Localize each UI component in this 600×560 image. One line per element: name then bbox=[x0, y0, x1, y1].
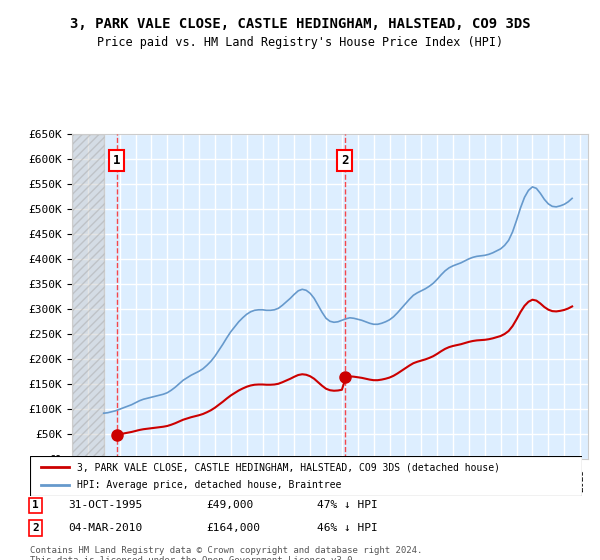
Text: Price paid vs. HM Land Registry's House Price Index (HPI): Price paid vs. HM Land Registry's House … bbox=[97, 36, 503, 49]
Bar bbox=[72, 134, 104, 459]
Text: 3, PARK VALE CLOSE, CASTLE HEDINGHAM, HALSTEAD, CO9 3DS: 3, PARK VALE CLOSE, CASTLE HEDINGHAM, HA… bbox=[70, 17, 530, 31]
FancyBboxPatch shape bbox=[30, 456, 582, 496]
Text: 2: 2 bbox=[341, 154, 349, 167]
Text: 2: 2 bbox=[32, 523, 39, 533]
Text: 1: 1 bbox=[113, 154, 121, 167]
Text: 46% ↓ HPI: 46% ↓ HPI bbox=[317, 523, 378, 533]
Text: 1: 1 bbox=[32, 501, 39, 511]
Text: HPI: Average price, detached house, Braintree: HPI: Average price, detached house, Brai… bbox=[77, 479, 341, 489]
Text: 47% ↓ HPI: 47% ↓ HPI bbox=[317, 501, 378, 511]
Text: £164,000: £164,000 bbox=[206, 523, 260, 533]
Text: 3, PARK VALE CLOSE, CASTLE HEDINGHAM, HALSTEAD, CO9 3DS (detached house): 3, PARK VALE CLOSE, CASTLE HEDINGHAM, HA… bbox=[77, 463, 500, 473]
Text: 31-OCT-1995: 31-OCT-1995 bbox=[68, 501, 143, 511]
Text: £49,000: £49,000 bbox=[206, 501, 254, 511]
Text: 04-MAR-2010: 04-MAR-2010 bbox=[68, 523, 143, 533]
Text: Contains HM Land Registry data © Crown copyright and database right 2024.
This d: Contains HM Land Registry data © Crown c… bbox=[30, 546, 422, 560]
